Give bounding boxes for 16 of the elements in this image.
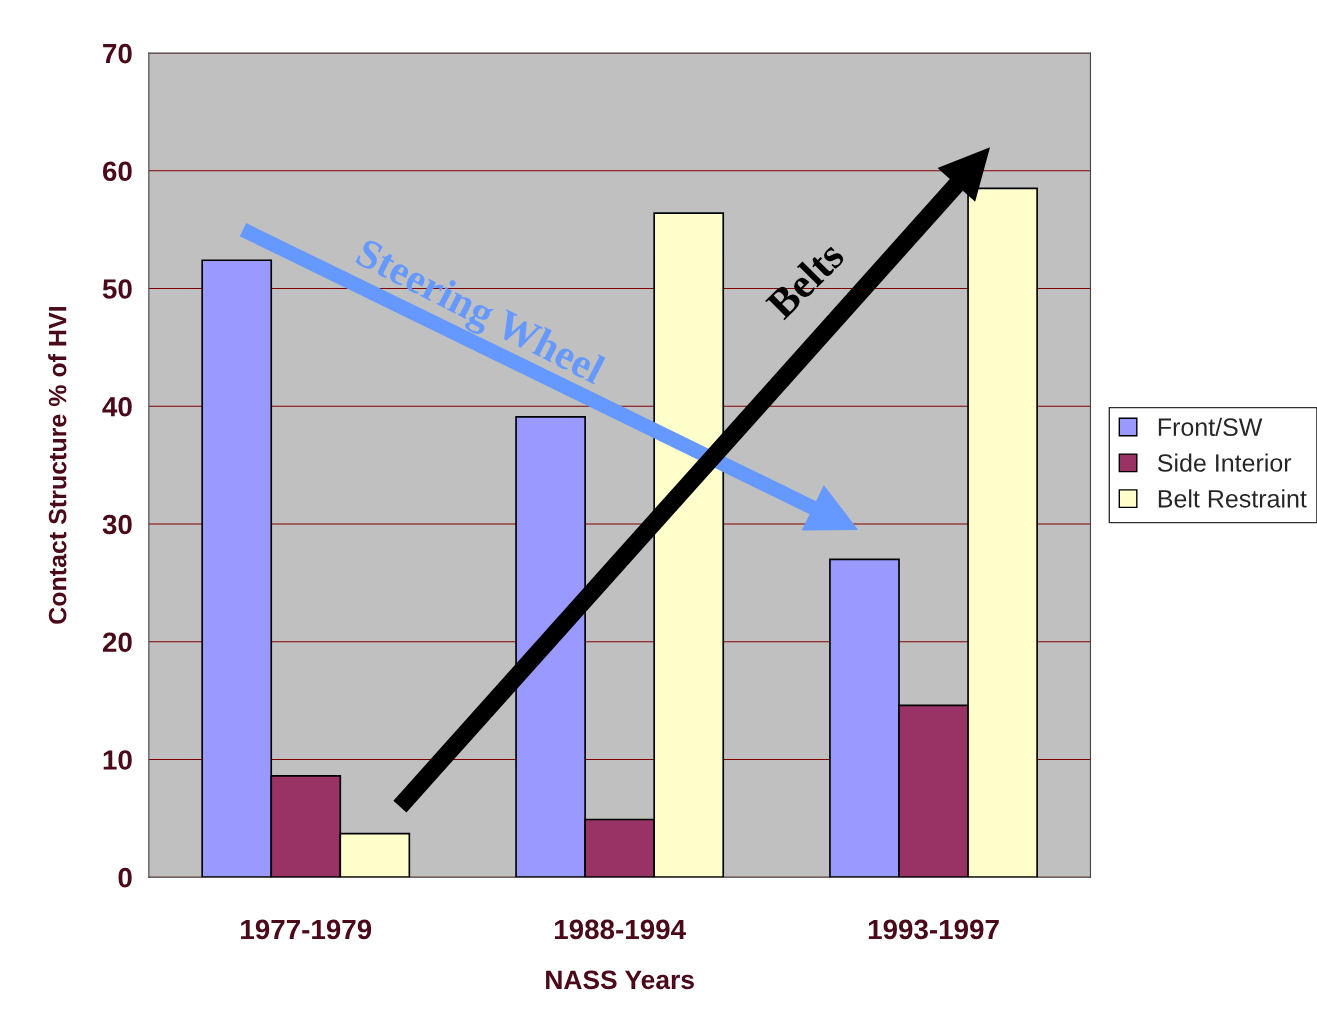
legend-label: Side Interior bbox=[1157, 453, 1292, 472]
y-tick-label: 0 bbox=[118, 867, 132, 888]
y-tick-label: 70 bbox=[103, 43, 132, 64]
x-tick-label: 1993-1997 bbox=[868, 919, 999, 940]
y-tick-label: 60 bbox=[102, 161, 132, 182]
y-tick-label: 30 bbox=[102, 514, 132, 535]
x-tick-label: 1977-1979 bbox=[241, 919, 372, 940]
y-tick-label: 50 bbox=[102, 279, 132, 299]
legend-label: Front/SW bbox=[1158, 417, 1263, 437]
y-axis-title: Contact Structure % of HVI bbox=[48, 307, 67, 624]
legend-label: Belt Restraint bbox=[1158, 489, 1307, 508]
y-tick-label: 10 bbox=[103, 750, 132, 770]
y-tick-label: 40 bbox=[102, 396, 132, 417]
x-axis-title: NASS Years bbox=[546, 970, 694, 990]
y-tick-label: 20 bbox=[102, 632, 132, 653]
x-tick-label: 1988-1994 bbox=[554, 919, 686, 940]
